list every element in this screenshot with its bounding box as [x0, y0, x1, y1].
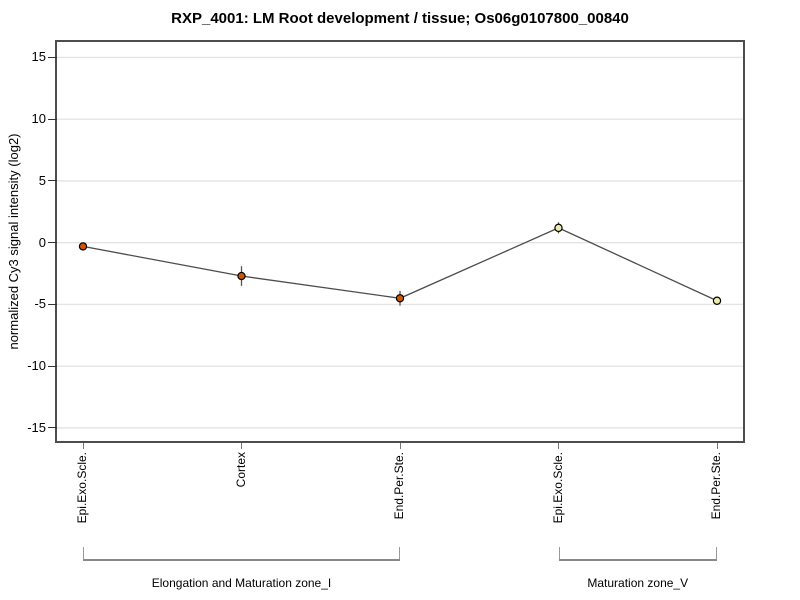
data-point	[712, 296, 722, 305]
y-tick-label: 5	[38, 172, 46, 188]
data-point	[237, 271, 246, 281]
series-line	[82, 227, 718, 302]
y-axis-tick	[48, 56, 57, 58]
plot-canvas	[57, 56, 743, 429]
group-label: Maturation zone_V	[587, 576, 689, 590]
x-tick-label: Epi.Exo.Scle.	[550, 452, 565, 524]
chart-title: RXP_4001: LM Root development / tissue; …	[171, 10, 629, 27]
x-axis-tick	[82, 443, 84, 449]
x-axis-tick	[558, 443, 559, 449]
group-bracket-end	[716, 547, 717, 559]
y-tick-label: -10	[27, 358, 46, 374]
group-bracket	[83, 559, 400, 561]
x-tick-label: Cortex	[233, 452, 248, 488]
y-tick-label: -5	[34, 296, 46, 312]
x-axis-tick	[399, 443, 401, 449]
x-tick-label: End.Per.Ste.	[392, 452, 406, 520]
data-point	[78, 242, 88, 251]
y-tick-label: 10	[31, 111, 46, 127]
y-axis-tick	[48, 365, 57, 367]
plot-area	[55, 40, 745, 443]
y-tick-label: 15	[31, 49, 46, 65]
x-tick-label: Epi.Exo.Scle.	[75, 452, 89, 524]
x-tick-label: End.Per.Ste.	[709, 452, 723, 520]
group-bracket-end	[83, 547, 84, 559]
data-point	[554, 223, 563, 233]
y-axis-tick	[48, 427, 57, 429]
x-axis-tick	[241, 443, 242, 449]
y-axis-tick	[48, 303, 57, 305]
y-axis-tick	[48, 242, 57, 244]
y-axis-tick	[48, 118, 57, 120]
data-point	[395, 294, 405, 303]
group-bracket-end	[399, 547, 400, 559]
group-label: Elongation and Maturation zone_I	[151, 576, 332, 590]
group-bracket-end	[558, 547, 560, 559]
y-tick-label: -15	[27, 419, 46, 435]
y-axis-tick	[48, 180, 57, 182]
x-axis-tick	[716, 443, 718, 449]
group-bracket	[558, 559, 717, 561]
y-tick-label: 0	[38, 234, 46, 250]
